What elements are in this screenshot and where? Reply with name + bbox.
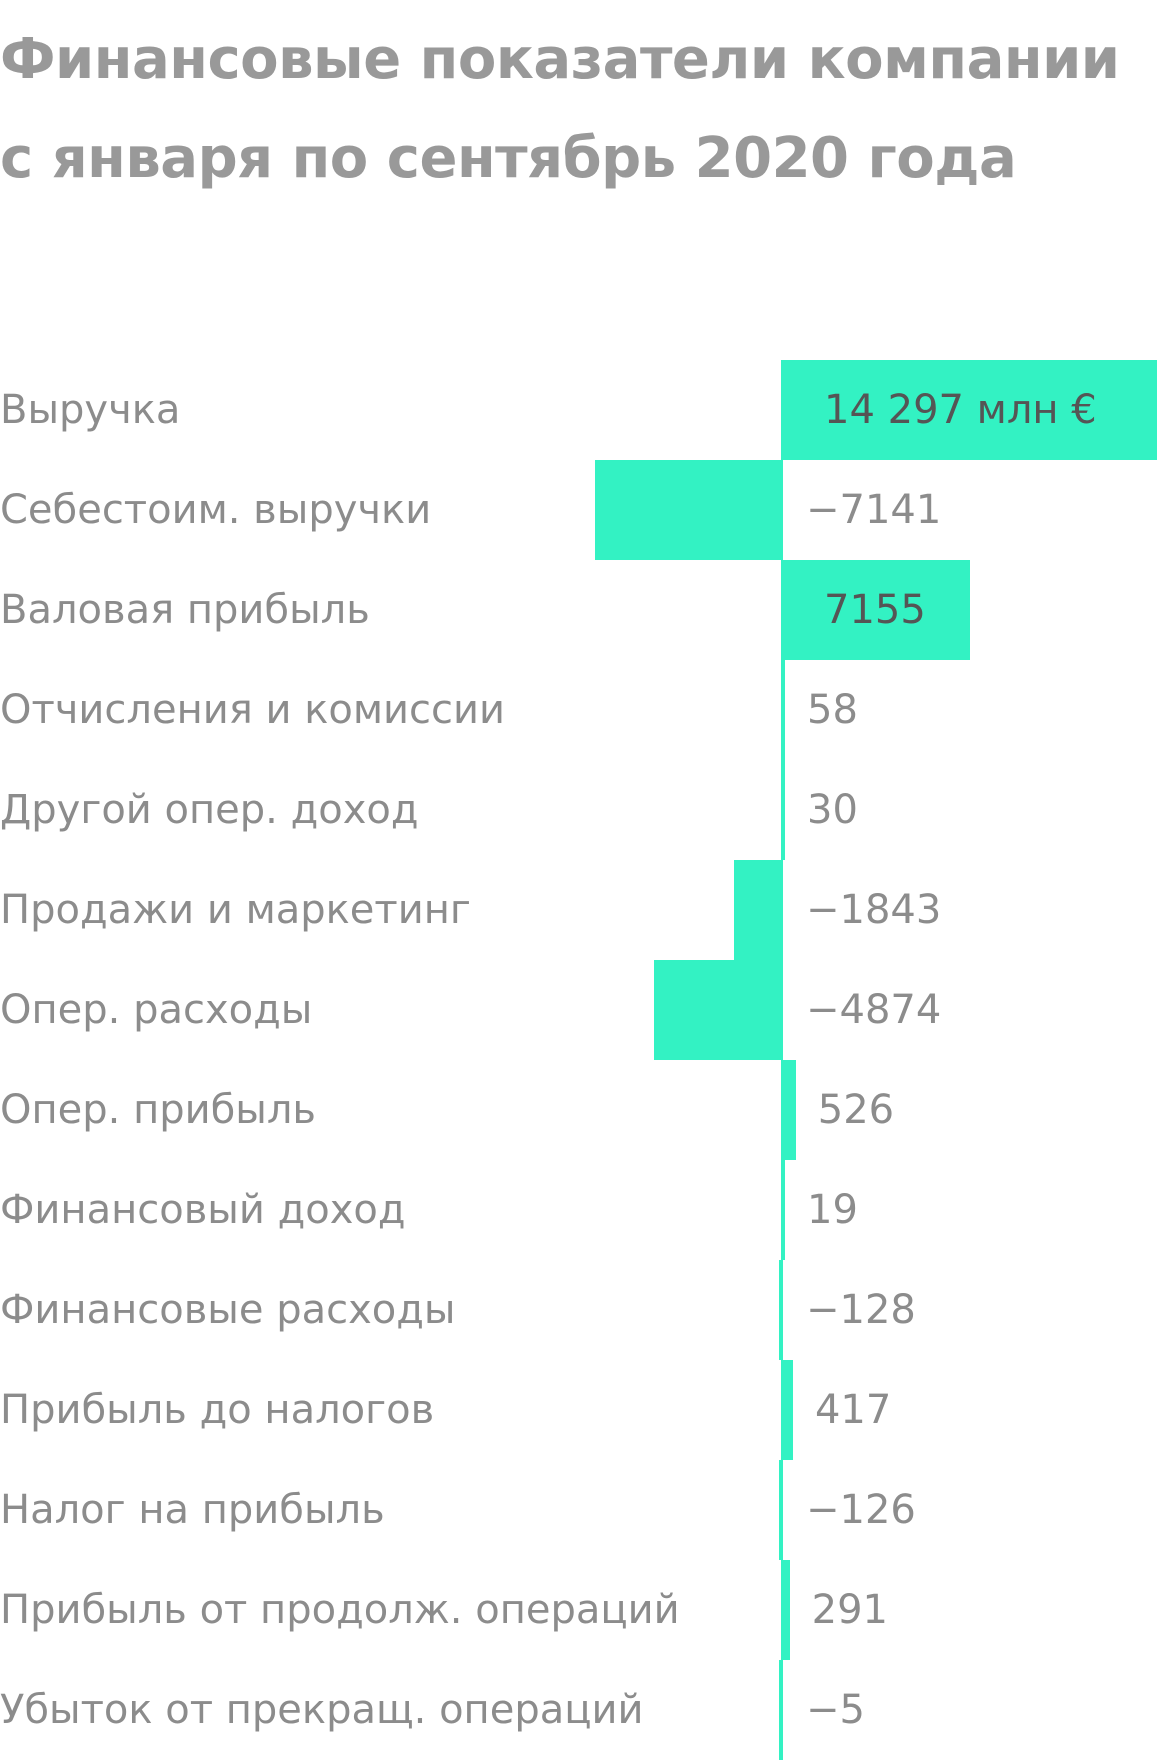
category-label: Валовая прибыль (0, 587, 370, 633)
category-label: Опер. прибыль (0, 1087, 316, 1133)
category-label: Налог на прибыль (0, 1487, 385, 1533)
category-label: Финансовые расходы (0, 1287, 456, 1333)
value-label: −5 (806, 1687, 865, 1733)
value-label: 30 (807, 787, 858, 833)
category-label: Другой опер. доход (0, 787, 419, 833)
bar (782, 1060, 796, 1160)
category-label: Убыток от прекращ. операций (0, 1687, 644, 1733)
bar (782, 560, 970, 660)
category-label: Отчисления и комиссии (0, 687, 505, 733)
value-label: −126 (806, 1487, 916, 1533)
category-label: Прибыль до налогов (0, 1387, 435, 1433)
value-label: 19 (807, 1187, 858, 1233)
bar (782, 660, 785, 760)
bar-chart: Выручка 14 297 млн € Себестоим. выручки −71… (0, 360, 1160, 1760)
value-label: −4874 (806, 987, 942, 1033)
bar (654, 960, 782, 1060)
category-label: Выручка (0, 387, 181, 433)
bar (782, 360, 1157, 460)
category-label: Прибыль от продолж. операций (0, 1587, 680, 1633)
category-label: Опер. расходы (0, 987, 313, 1033)
value-label: −1843 (806, 887, 942, 933)
bar (778, 1260, 782, 1360)
bar (782, 760, 785, 860)
bar (782, 1360, 793, 1460)
category-label: Себестоим. выручки (0, 487, 432, 533)
category-label: Финансовый доход (0, 1187, 406, 1233)
bar (733, 860, 782, 960)
bar (778, 1460, 782, 1560)
value-label: −128 (806, 1287, 916, 1333)
bar (782, 1560, 790, 1660)
bar (779, 1660, 782, 1760)
value-label: −7141 (806, 487, 942, 533)
value-label: 417 (814, 1387, 892, 1433)
value-label: 526 (817, 1087, 895, 1133)
value-label: 7155 (824, 587, 926, 633)
value-label: 14 297 млн € (824, 387, 1097, 433)
category-label: Продажи и маркетинг (0, 887, 471, 933)
value-label: 291 (811, 1587, 888, 1633)
chart-title: Финансовые показатели компании с января … (0, 27, 1120, 191)
value-label: 58 (807, 687, 858, 733)
bar (782, 1160, 785, 1260)
bar (594, 460, 782, 560)
